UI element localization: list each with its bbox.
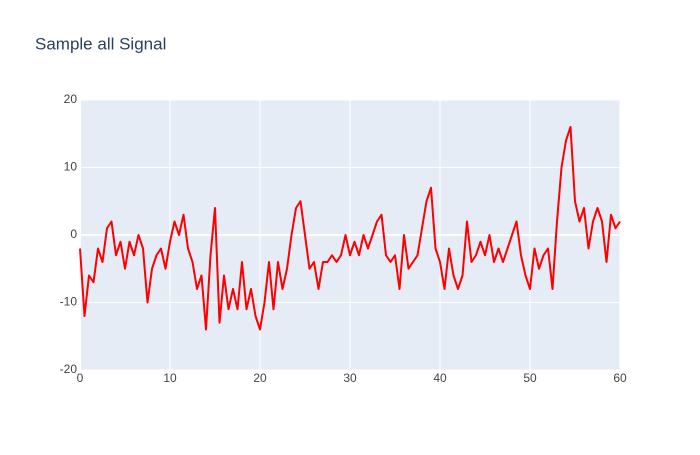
x-tick-label: 30 — [343, 371, 357, 385]
chart-title: Sample all Signal — [35, 34, 166, 53]
x-tick-label: 40 — [433, 371, 447, 385]
y-tick-label: -10 — [60, 295, 78, 309]
y-tick-label: 10 — [64, 160, 78, 174]
y-tick-label: 0 — [70, 227, 77, 241]
x-tick-label: 10 — [163, 371, 177, 385]
x-tick-label: 50 — [523, 371, 537, 385]
line-series — [79, 126, 621, 331]
y-tick-label: -20 — [60, 362, 78, 376]
x-tick-label: 20 — [253, 371, 267, 385]
y-tick-label: 20 — [64, 92, 78, 106]
x-tick-label: 60 — [613, 371, 627, 385]
x-tick-label: 0 — [77, 371, 84, 385]
